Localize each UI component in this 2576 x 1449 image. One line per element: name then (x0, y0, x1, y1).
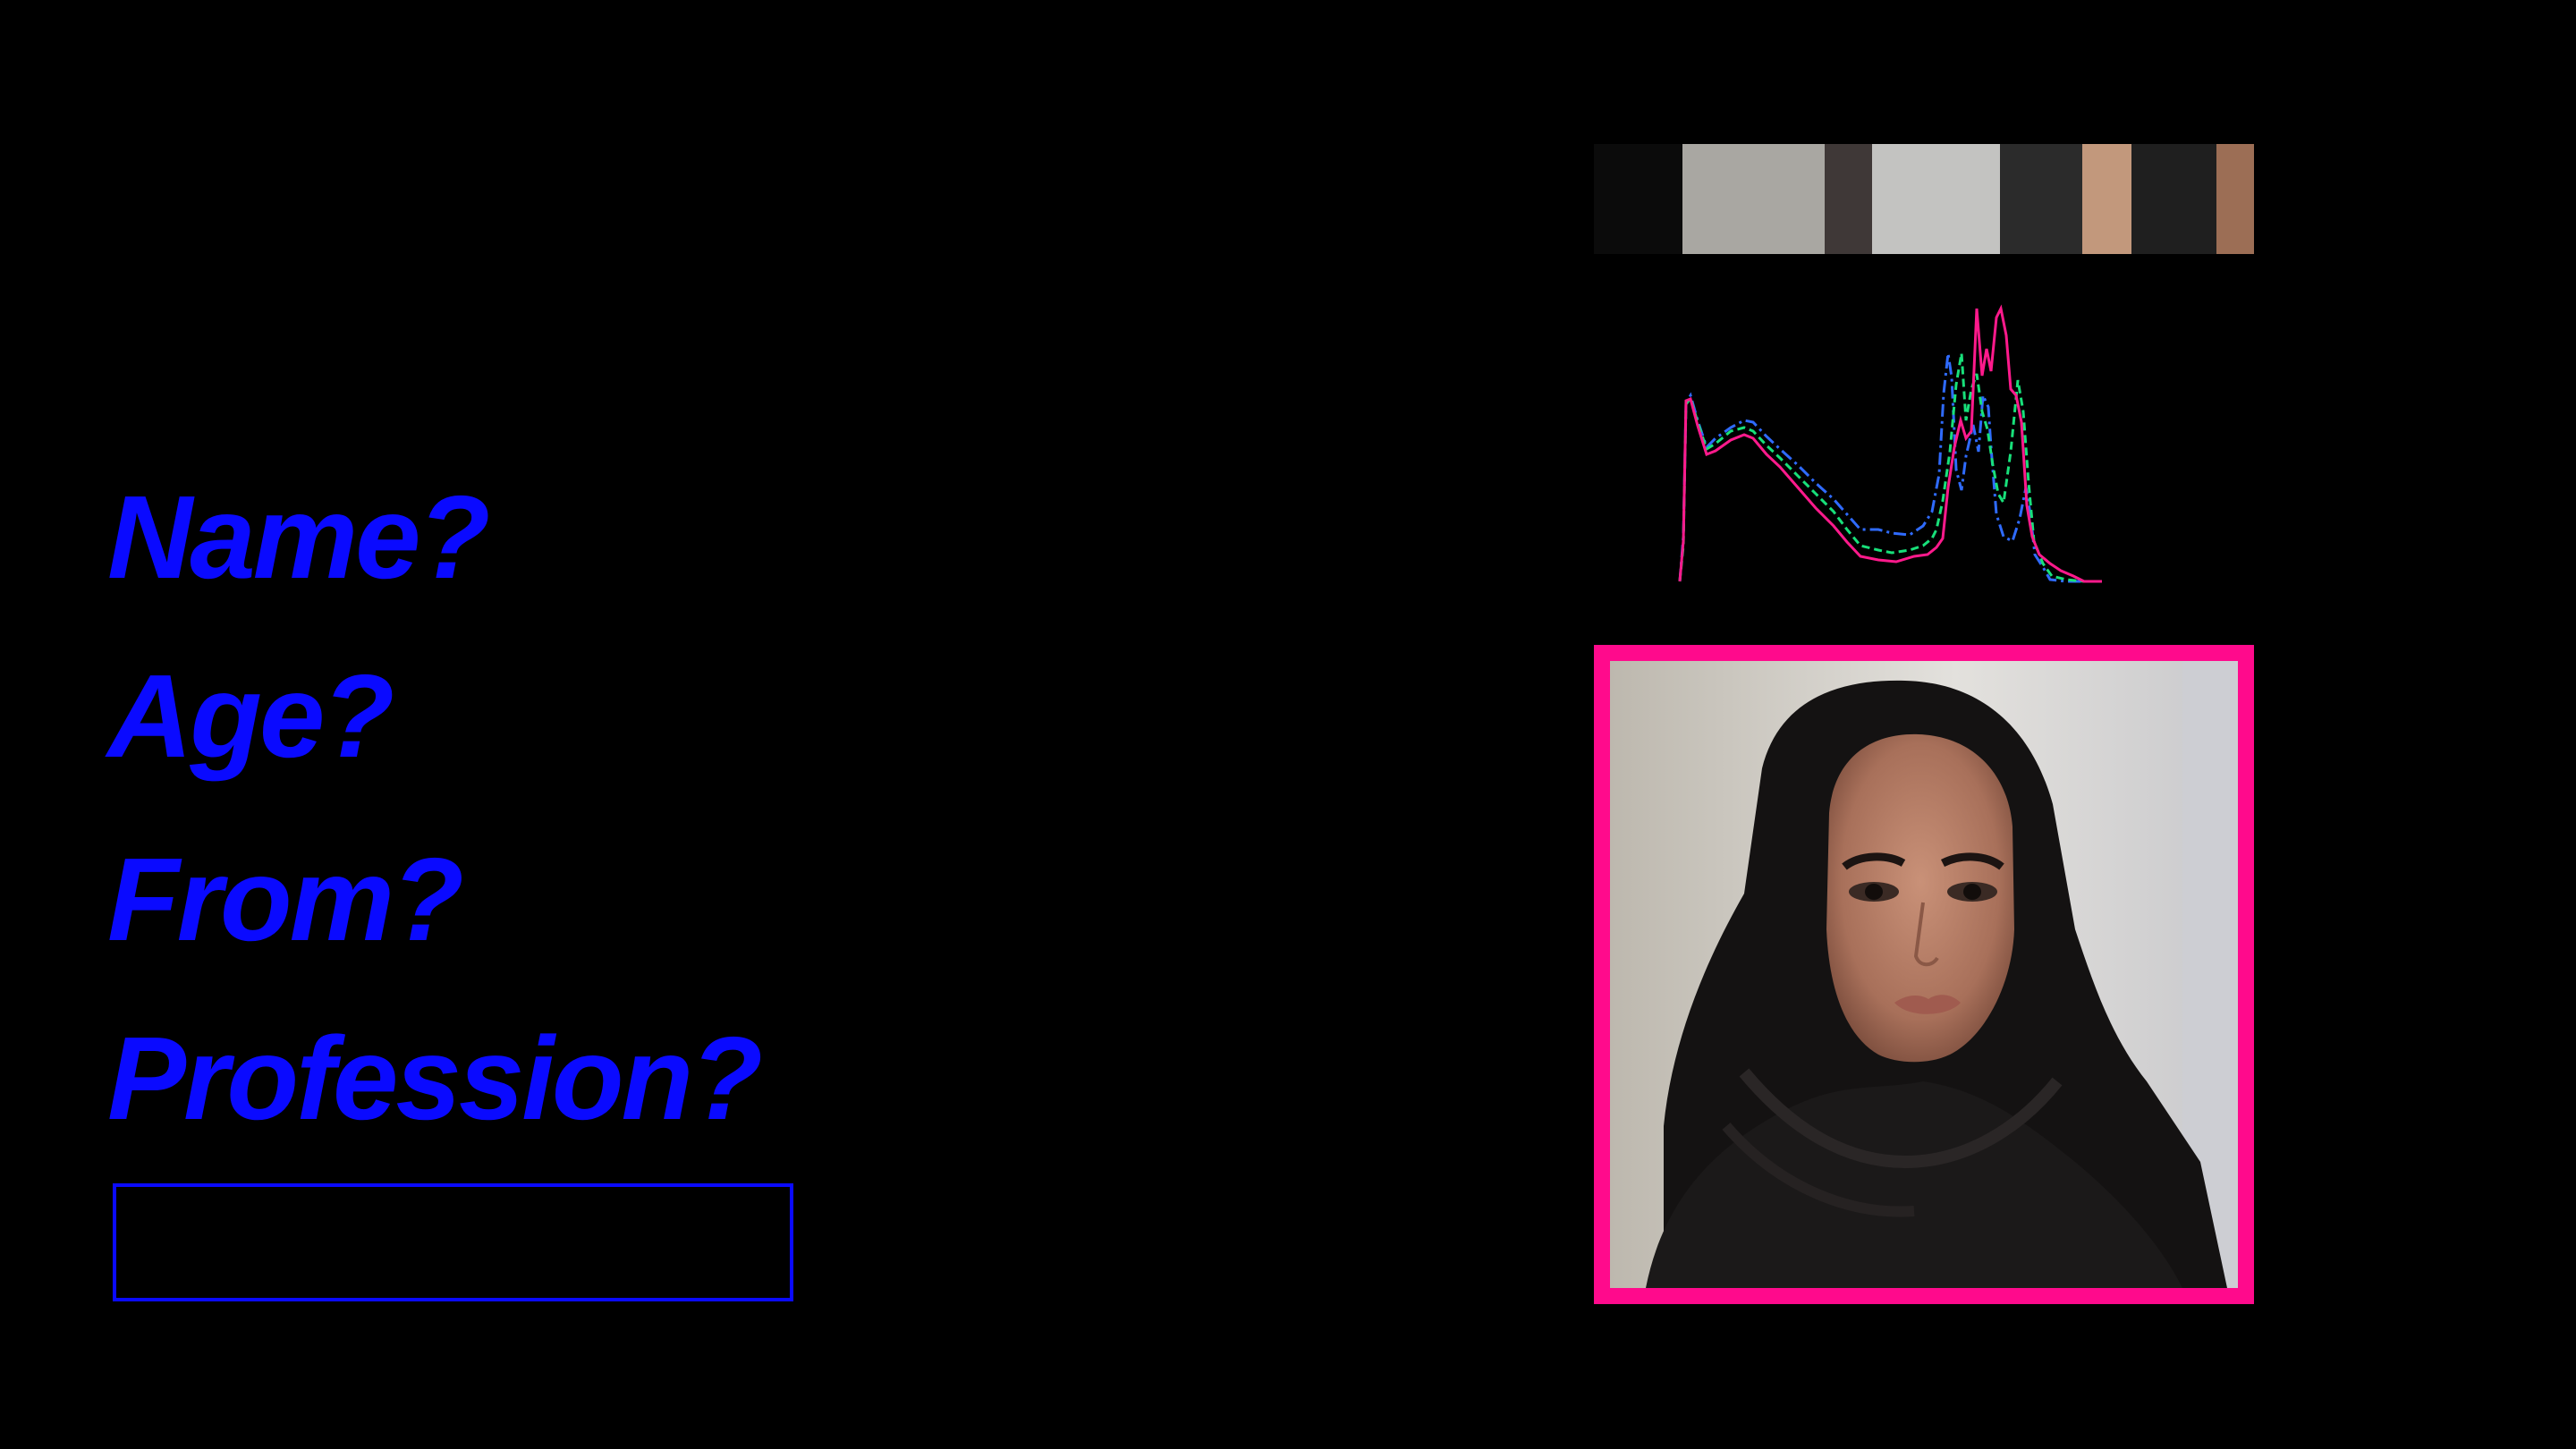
question-profession: Profession? (107, 1013, 763, 1144)
answer-input[interactable] (113, 1183, 793, 1301)
color-palette (1594, 144, 2254, 254)
palette-swatch (1825, 144, 1872, 254)
question-age: Age? (107, 650, 394, 782)
color-histogram (1678, 304, 2102, 583)
palette-swatch (2082, 144, 2131, 254)
palette-swatch (1594, 144, 1682, 254)
question-from: From? (107, 834, 464, 965)
histogram-green-channel (1678, 352, 2102, 583)
palette-swatch (2000, 144, 2082, 254)
histogram-red-channel (1678, 304, 2102, 583)
palette-swatch (2131, 144, 2216, 254)
palette-swatch (1872, 144, 2000, 254)
portrait-photo-icon (1610, 661, 2238, 1288)
question-name: Name? (107, 471, 490, 603)
portrait-photo (1594, 645, 2254, 1304)
histogram-blue-channel (1678, 352, 2102, 583)
palette-swatch (1682, 144, 1825, 254)
palette-swatch (2216, 144, 2254, 254)
